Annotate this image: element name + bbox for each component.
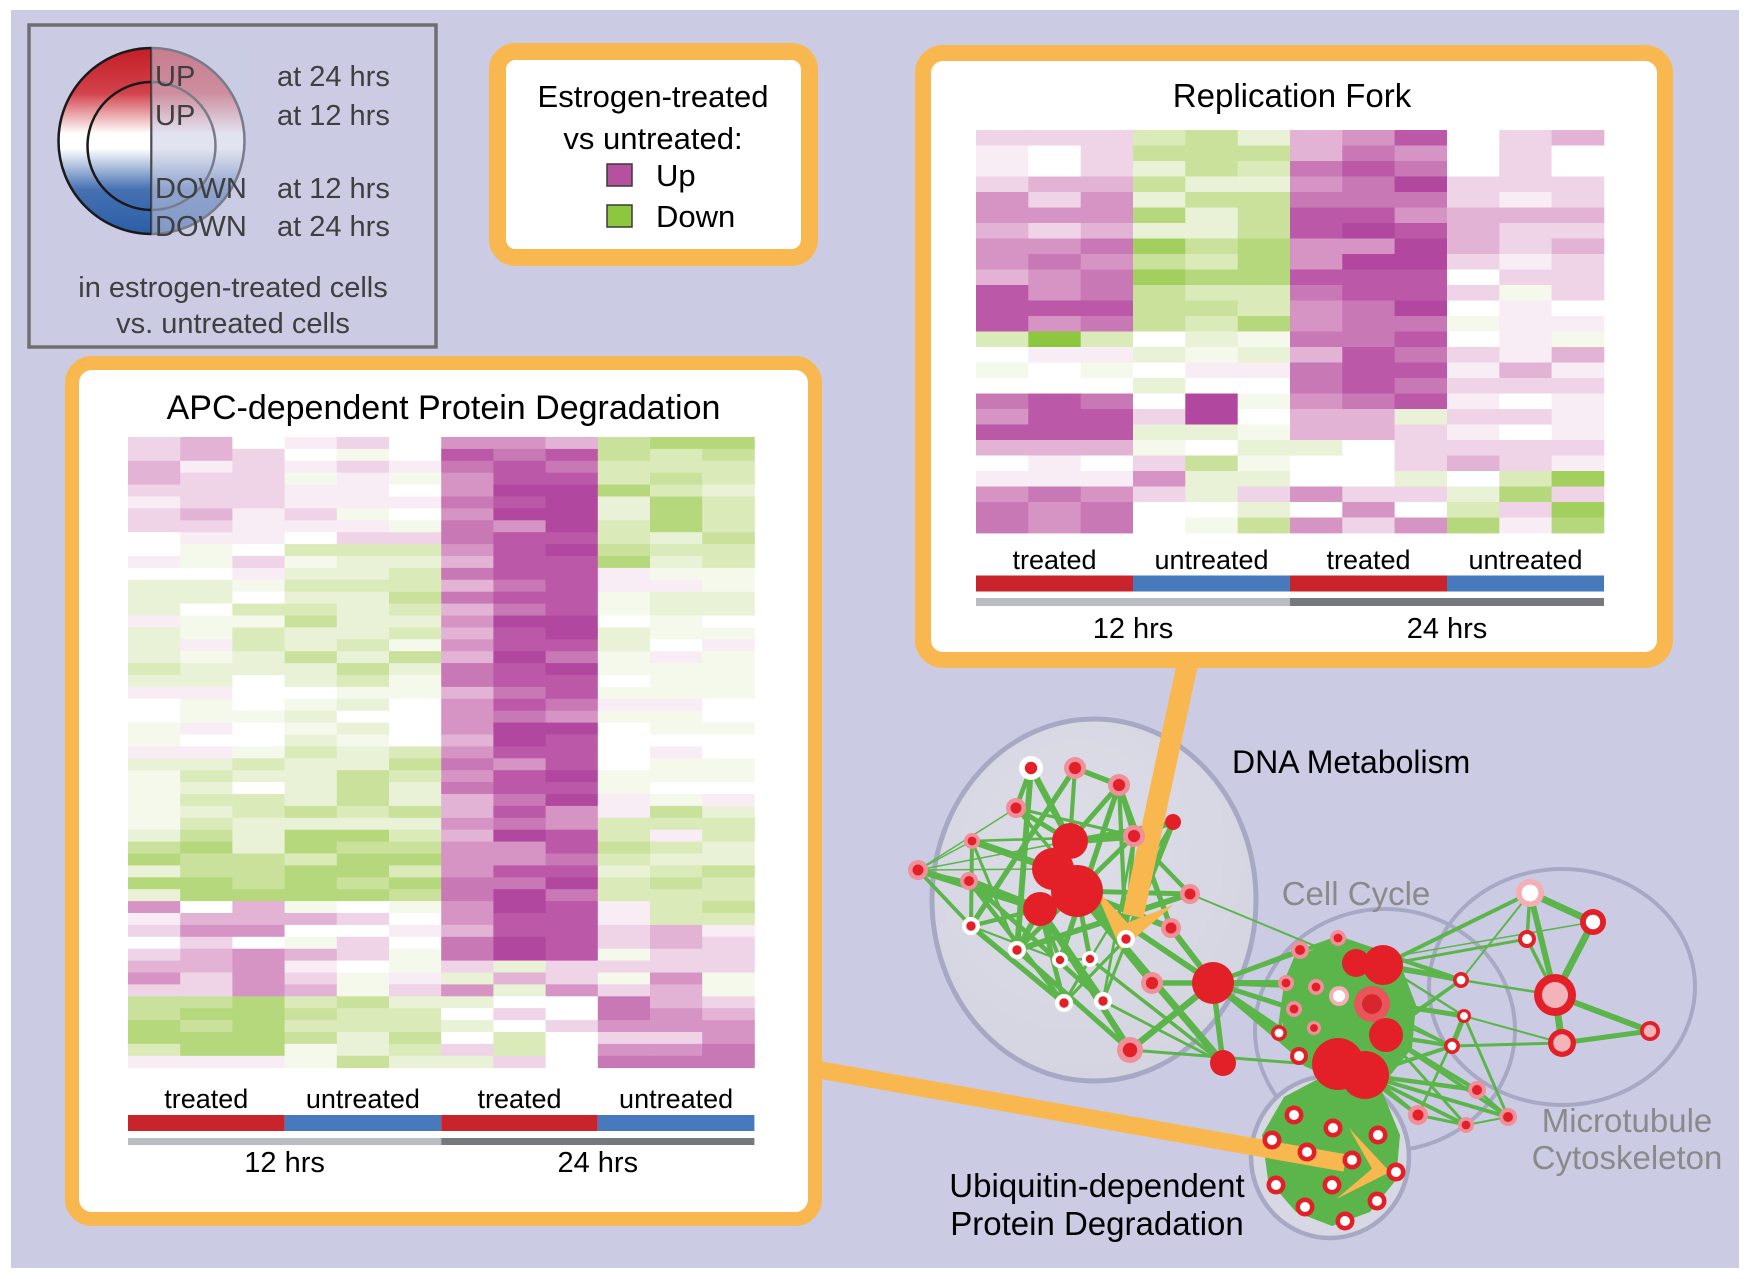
svg-text:at 12 hrs: at 12 hrs <box>277 173 390 205</box>
svg-text:12 hrs: 12 hrs <box>244 1147 325 1179</box>
svg-text:UP: UP <box>155 100 195 132</box>
svg-text:untreated: untreated <box>1154 545 1268 575</box>
svg-text:in estrogen-treated cells: in estrogen-treated cells <box>78 272 388 304</box>
svg-text:treated: treated <box>1012 545 1096 575</box>
svg-text:Estrogen-treated: Estrogen-treated <box>538 79 769 114</box>
svg-text:Cytoskeleton: Cytoskeleton <box>1532 1139 1723 1176</box>
svg-text:DOWN: DOWN <box>155 173 247 205</box>
svg-text:24 hrs: 24 hrs <box>1407 613 1488 645</box>
svg-text:12 hrs: 12 hrs <box>1093 613 1174 645</box>
svg-text:Microtubule: Microtubule <box>1542 1102 1713 1139</box>
svg-text:Replication Fork: Replication Fork <box>1173 77 1412 114</box>
svg-text:APC-dependent Protein Degradat: APC-dependent Protein Degradation <box>167 389 721 427</box>
svg-text:DOWN: DOWN <box>155 211 247 243</box>
svg-text:treated: treated <box>477 1084 561 1114</box>
svg-text:UP: UP <box>155 61 195 93</box>
svg-text:vs. untreated cells: vs. untreated cells <box>116 308 350 340</box>
svg-text:Down: Down <box>656 199 735 234</box>
svg-text:Up: Up <box>656 158 696 193</box>
svg-text:Cell Cycle: Cell Cycle <box>1282 875 1431 912</box>
svg-text:untreated: untreated <box>619 1084 733 1114</box>
svg-text:vs untreated:: vs untreated: <box>563 121 742 156</box>
svg-text:Protein Degradation: Protein Degradation <box>950 1205 1244 1242</box>
svg-text:at 12 hrs: at 12 hrs <box>277 100 390 132</box>
svg-text:DNA Metabolism: DNA Metabolism <box>1232 744 1470 780</box>
svg-text:treated: treated <box>164 1084 248 1114</box>
svg-text:at 24 hrs: at 24 hrs <box>277 61 390 93</box>
svg-text:untreated: untreated <box>1468 545 1582 575</box>
svg-text:untreated: untreated <box>306 1084 420 1114</box>
svg-text:24 hrs: 24 hrs <box>557 1147 638 1179</box>
svg-text:at 24 hrs: at 24 hrs <box>277 211 390 243</box>
svg-text:treated: treated <box>1326 545 1410 575</box>
svg-text:Ubiquitin-dependent: Ubiquitin-dependent <box>949 1167 1244 1204</box>
